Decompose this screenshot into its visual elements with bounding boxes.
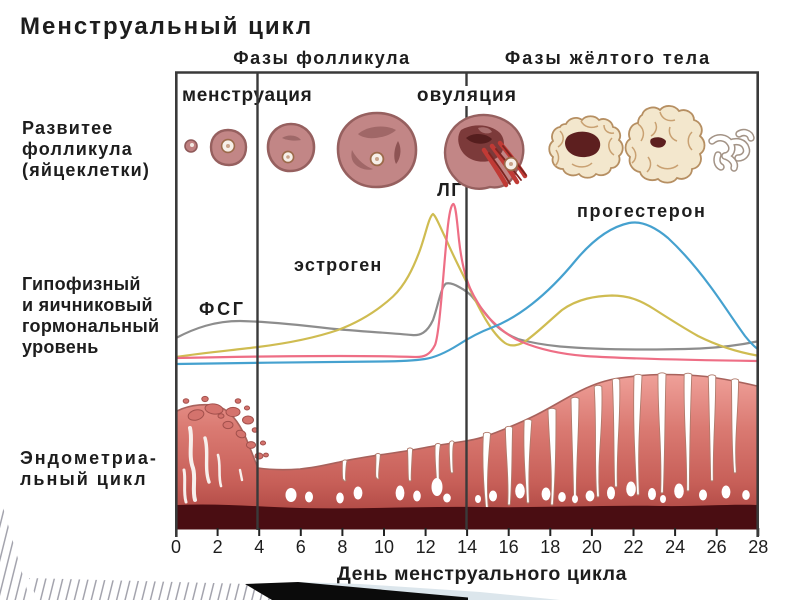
- svg-text:18: 18: [540, 537, 560, 557]
- svg-text:Гипофизный: Гипофизный: [22, 274, 141, 294]
- svg-text:14: 14: [457, 537, 477, 557]
- svg-text:Фазы жёлтого тела: Фазы жёлтого тела: [505, 48, 711, 68]
- svg-text:эстроген: эстроген: [294, 255, 383, 275]
- svg-text:прогестерон: прогестерон: [577, 201, 706, 221]
- svg-text:Фазы фолликула: Фазы фолликула: [233, 48, 411, 68]
- svg-text:16: 16: [499, 537, 519, 557]
- svg-text:20: 20: [582, 537, 602, 557]
- svg-text:8: 8: [337, 537, 347, 557]
- svg-text:24: 24: [665, 537, 685, 557]
- svg-text:Менструальный цикл: Менструальный цикл: [20, 13, 313, 40]
- svg-text:уровень: уровень: [22, 337, 99, 357]
- svg-text:22: 22: [623, 537, 643, 557]
- svg-text:26: 26: [707, 537, 727, 557]
- svg-text:фолликула: фолликула: [22, 139, 133, 159]
- svg-text:гормональный: гормональный: [22, 316, 159, 336]
- svg-text:2: 2: [213, 537, 223, 557]
- svg-text:28: 28: [748, 537, 768, 557]
- svg-text:ФСГ: ФСГ: [199, 299, 246, 319]
- svg-text:Развитее: Развитее: [22, 118, 114, 138]
- svg-text:Эндометриа-: Эндометриа-: [20, 448, 158, 468]
- svg-text:льный цикл: льный цикл: [20, 469, 148, 489]
- svg-text:и яичниковый: и яичниковый: [22, 295, 153, 315]
- svg-text:(яйцеклетки): (яйцеклетки): [22, 160, 150, 180]
- svg-text:12: 12: [416, 537, 436, 557]
- svg-text:10: 10: [374, 537, 394, 557]
- svg-text:6: 6: [296, 537, 306, 557]
- svg-text:менструация: менструация: [182, 85, 312, 106]
- svg-text:овуляция: овуляция: [417, 85, 517, 106]
- svg-text:4: 4: [254, 537, 264, 557]
- svg-text:0: 0: [171, 537, 181, 557]
- svg-text:День менструального цикла: День менструального цикла: [337, 563, 627, 585]
- svg-text:ЛГ: ЛГ: [437, 180, 463, 200]
